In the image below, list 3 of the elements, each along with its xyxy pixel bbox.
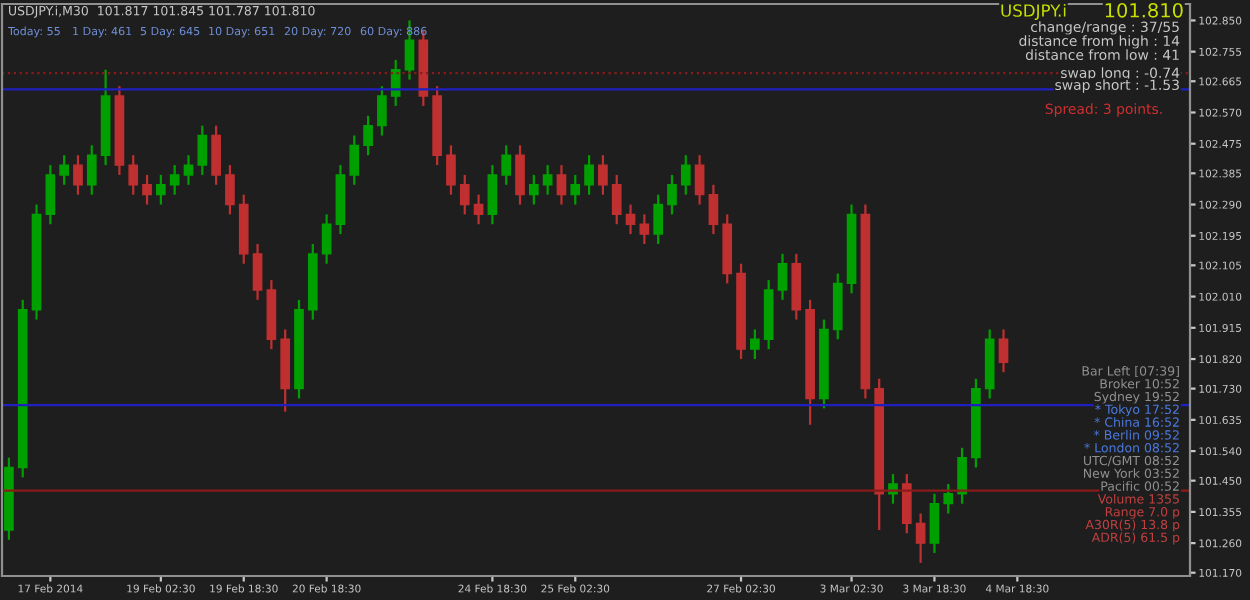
candlestick bbox=[59, 154, 70, 186]
annotation: 101.810 bbox=[1105, 2, 1183, 18]
annotation: USDJPY.i bbox=[1001, 3, 1066, 20]
